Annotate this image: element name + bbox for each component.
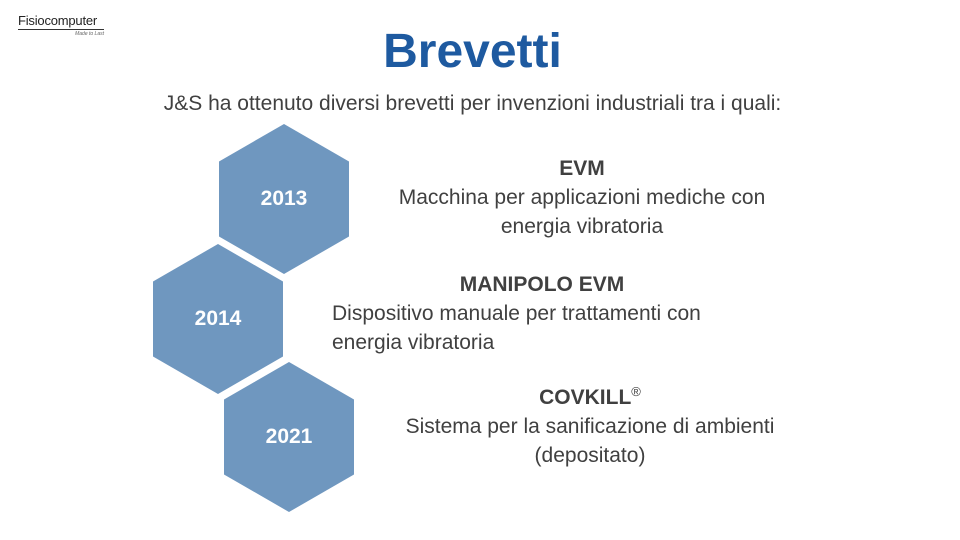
registered-mark: ®: [631, 384, 641, 399]
logo-name: Fisiocomputer: [18, 13, 98, 28]
patent-description-line: (depositato): [534, 444, 646, 467]
patent-description-line: energia vibratoria: [332, 331, 495, 354]
year-label: 2014: [194, 307, 242, 330]
patent-item-evm: EVM Macchina per applicazioni mediche co…: [372, 154, 792, 241]
patent-item-covkill: COVKILL® Sistema per la sanificazione di…: [380, 383, 800, 470]
patent-description-line: Macchina per applicazioni mediche con: [398, 186, 766, 209]
patent-name: EVM: [559, 157, 605, 180]
slide-title: Brevetti: [383, 25, 562, 78]
patent-description-line: Dispositivo manuale per trattamenti con: [332, 302, 701, 325]
patent-name: MANIPOLO EVM: [459, 273, 625, 296]
patent-description-line: Sistema per la sanificazione di ambienti: [405, 415, 775, 438]
year-hexagon-2014: 2014: [153, 244, 283, 394]
year-label: 2021: [265, 425, 313, 448]
year-hexagon-2021: 2021: [224, 362, 354, 512]
logo-divider: [18, 29, 104, 30]
fisiocomputer-logo: Fisiocomputer Made to Last: [18, 14, 108, 37]
patent-item-manipolo-evm: MANIPOLO EVM Dispositivo manuale per tra…: [332, 270, 772, 357]
patent-name-row: COVKILL®: [380, 383, 800, 412]
logo-tagline: Made to Last: [75, 31, 104, 37]
patent-name: COVKILL: [539, 386, 632, 409]
year-label: 2013: [260, 187, 308, 210]
patent-description-line: energia vibratoria: [500, 215, 664, 238]
year-hexagon-2013: 2013: [219, 124, 349, 274]
slide-subtitle: J&S ha ottenuto diversi brevetti per inv…: [163, 92, 782, 115]
